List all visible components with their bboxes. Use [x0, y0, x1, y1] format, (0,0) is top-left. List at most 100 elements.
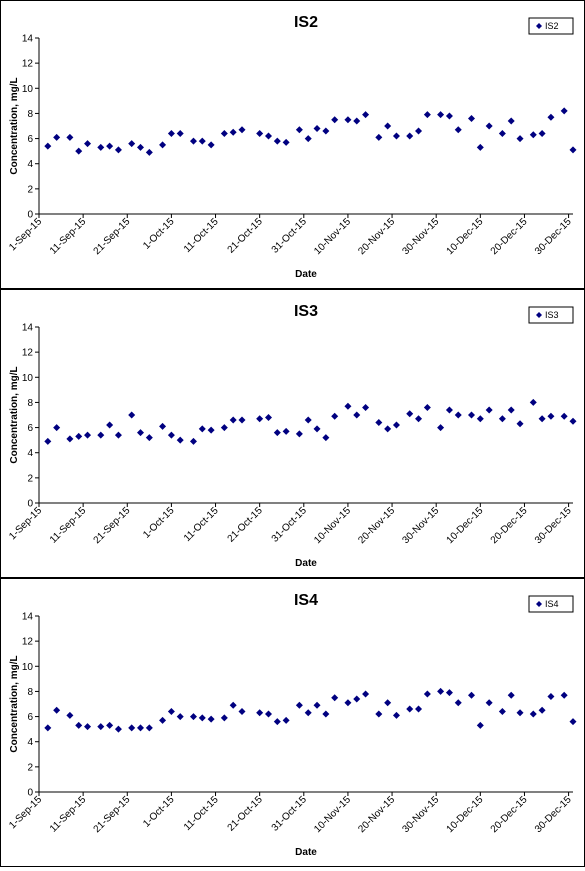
data-point: [467, 411, 475, 419]
data-point: [66, 435, 74, 443]
data-point: [322, 710, 330, 718]
x-tick-label: 31-Oct-15: [270, 505, 310, 545]
data-point: [445, 406, 453, 414]
y-tick-label: 2: [27, 184, 33, 195]
x-tick-label: 20-Nov-15: [356, 505, 397, 546]
data-point: [344, 402, 352, 410]
data-point: [353, 117, 361, 125]
data-point: [229, 416, 237, 424]
data-point: [295, 430, 303, 438]
data-point: [406, 132, 414, 140]
y-tick-label: 10: [22, 662, 34, 673]
legend: IS2: [528, 17, 574, 35]
chart: IS3 Concentration, mg/L Date 0 2 4 6 8 10 12 14 1-S…: [7, 303, 577, 569]
x-tick-label: 10-Dec-15: [445, 505, 486, 546]
data-point: [322, 434, 330, 442]
data-point: [304, 709, 312, 717]
data-point: [106, 721, 114, 729]
data-point: [167, 130, 175, 138]
legend-marker: [536, 312, 542, 318]
data-point: [207, 141, 215, 149]
data-point: [189, 713, 197, 721]
y-tick-label: 2: [27, 473, 33, 484]
y-tick-label: 12: [22, 637, 34, 648]
data-point: [273, 137, 281, 145]
data-point: [220, 714, 228, 722]
y-tick-label: 8: [27, 109, 33, 120]
legend: IS3: [528, 306, 574, 324]
data-point: [415, 127, 423, 135]
data-point: [159, 716, 167, 724]
x-tick-label: 10-Nov-15: [312, 505, 353, 546]
data-point: [137, 143, 145, 151]
data-point: [137, 724, 145, 732]
data-point: [569, 146, 577, 154]
x-tick-label: 11-Sep-15: [48, 505, 89, 546]
data-point: [198, 425, 206, 433]
y-tick-label: 6: [27, 134, 33, 145]
chart-title: IS4: [294, 592, 318, 609]
data-point: [485, 699, 493, 707]
data-point: [273, 429, 281, 437]
data-point: [569, 718, 577, 726]
x-tick-label: 11-Sep-15: [48, 794, 89, 835]
data-point: [375, 419, 383, 427]
data-point: [507, 691, 515, 699]
data-point: [538, 130, 546, 138]
chart-title: IS3: [294, 303, 318, 320]
data-point: [538, 415, 546, 423]
y-tick-label: 6: [27, 423, 33, 434]
data-point: [454, 699, 462, 707]
data-point: [445, 689, 453, 697]
y-tick-label: 10: [22, 373, 34, 384]
data-point: [238, 708, 246, 716]
data-point: [415, 705, 423, 713]
x-tick-label: 31-Oct-15: [270, 216, 310, 256]
x-tick-label: 30-Nov-15: [401, 216, 442, 257]
data-point: [392, 132, 400, 140]
data-point: [128, 140, 136, 148]
data-point: [198, 137, 206, 145]
data-point: [44, 724, 52, 732]
data-point: [189, 137, 197, 145]
data-point: [273, 718, 281, 726]
data-point: [84, 140, 92, 148]
x-tick-label: 1-Oct-15: [141, 216, 177, 252]
legend: IS4: [528, 595, 574, 613]
chart-panel: IS3 Concentration, mg/L Date 0 2 4 6 8 10 12 14 1-S…: [0, 289, 585, 578]
data-point: [547, 412, 555, 420]
x-tick-label: 21-Oct-15: [226, 794, 266, 834]
data-point: [507, 117, 515, 125]
data-point: [66, 133, 74, 141]
data-point: [485, 122, 493, 130]
x-tick-label: 11-Oct-15: [182, 216, 221, 255]
x-axis-label: Date: [295, 558, 317, 569]
data-point: [362, 403, 370, 411]
data-point: [467, 691, 475, 699]
y-tick-label: 0: [27, 210, 33, 221]
chart: IS4 Concentration, mg/L Date 0 2 4 6 8 10 12 14 1-S…: [7, 592, 577, 858]
data-point: [167, 431, 175, 439]
data-point: [304, 135, 312, 143]
x-axis-label: Date: [295, 269, 317, 280]
data-point: [375, 710, 383, 718]
data-point: [507, 406, 515, 414]
data-point: [75, 432, 83, 440]
x-tick-label: 30-Nov-15: [401, 505, 442, 546]
data-point: [53, 706, 61, 714]
data-point: [384, 425, 392, 433]
data-point: [159, 141, 167, 149]
data-point: [44, 142, 52, 150]
legend-box: [528, 17, 574, 35]
legend-label: IS4: [545, 599, 559, 609]
data-point: [75, 721, 83, 729]
x-tick-label: 20-Nov-15: [356, 794, 397, 835]
x-tick-label: 20-Dec-15: [489, 505, 530, 546]
data-point: [406, 705, 414, 713]
y-tick-label: 14: [22, 34, 34, 45]
legend-marker: [536, 23, 542, 29]
x-tick-label: 20-Dec-15: [489, 216, 530, 257]
y-tick-label: 8: [27, 398, 33, 409]
data-point: [529, 710, 537, 718]
data-point: [66, 711, 74, 719]
